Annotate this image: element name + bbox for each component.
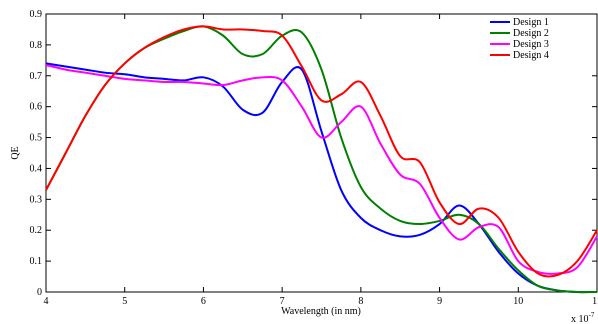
- y-tick-label: 0.3: [30, 194, 43, 205]
- x-tick-label: 10: [513, 296, 523, 307]
- x-tick-label: 6: [201, 296, 206, 307]
- legend-label: Design 2: [513, 28, 549, 39]
- x-tick-label: 9: [437, 296, 442, 307]
- legend-label: Design 1: [513, 17, 549, 28]
- legend-label: Design 4: [513, 50, 549, 61]
- x-tick-label: 4: [44, 296, 49, 307]
- series-line: [45, 62, 598, 294]
- x-multiplier-exp: -7: [589, 311, 595, 319]
- y-tick-label: 0: [37, 287, 42, 298]
- y-tick-label: 0.7: [30, 71, 43, 82]
- y-tick-label: 0.9: [30, 9, 43, 20]
- y-axis-label: QE: [10, 146, 21, 159]
- series-line: [45, 63, 598, 275]
- series-line: [45, 25, 598, 278]
- plot-frame: [45, 13, 598, 293]
- x-multiplier: x 10-7: [571, 311, 595, 324]
- y-tick-label: 0.6: [30, 102, 43, 113]
- legend-label: Design 3: [513, 39, 549, 50]
- y-tick-label: 0.8: [30, 40, 43, 51]
- y-tick-label: 0.1: [30, 256, 43, 267]
- legend-box: [487, 14, 597, 66]
- y-tick-label: 0.2: [30, 225, 43, 236]
- x-tick-label: 7: [280, 296, 285, 307]
- x-axis-label: Wavelength (in nm): [281, 306, 361, 317]
- y-tick-label: 0.5: [30, 133, 43, 144]
- y-tick-label: 0.4: [30, 163, 43, 174]
- x-tick-label: 5: [122, 296, 127, 307]
- x-tick-label: 11: [592, 296, 598, 307]
- x-tick-label: 8: [358, 296, 363, 307]
- x-multiplier-base: x 10: [571, 314, 589, 324]
